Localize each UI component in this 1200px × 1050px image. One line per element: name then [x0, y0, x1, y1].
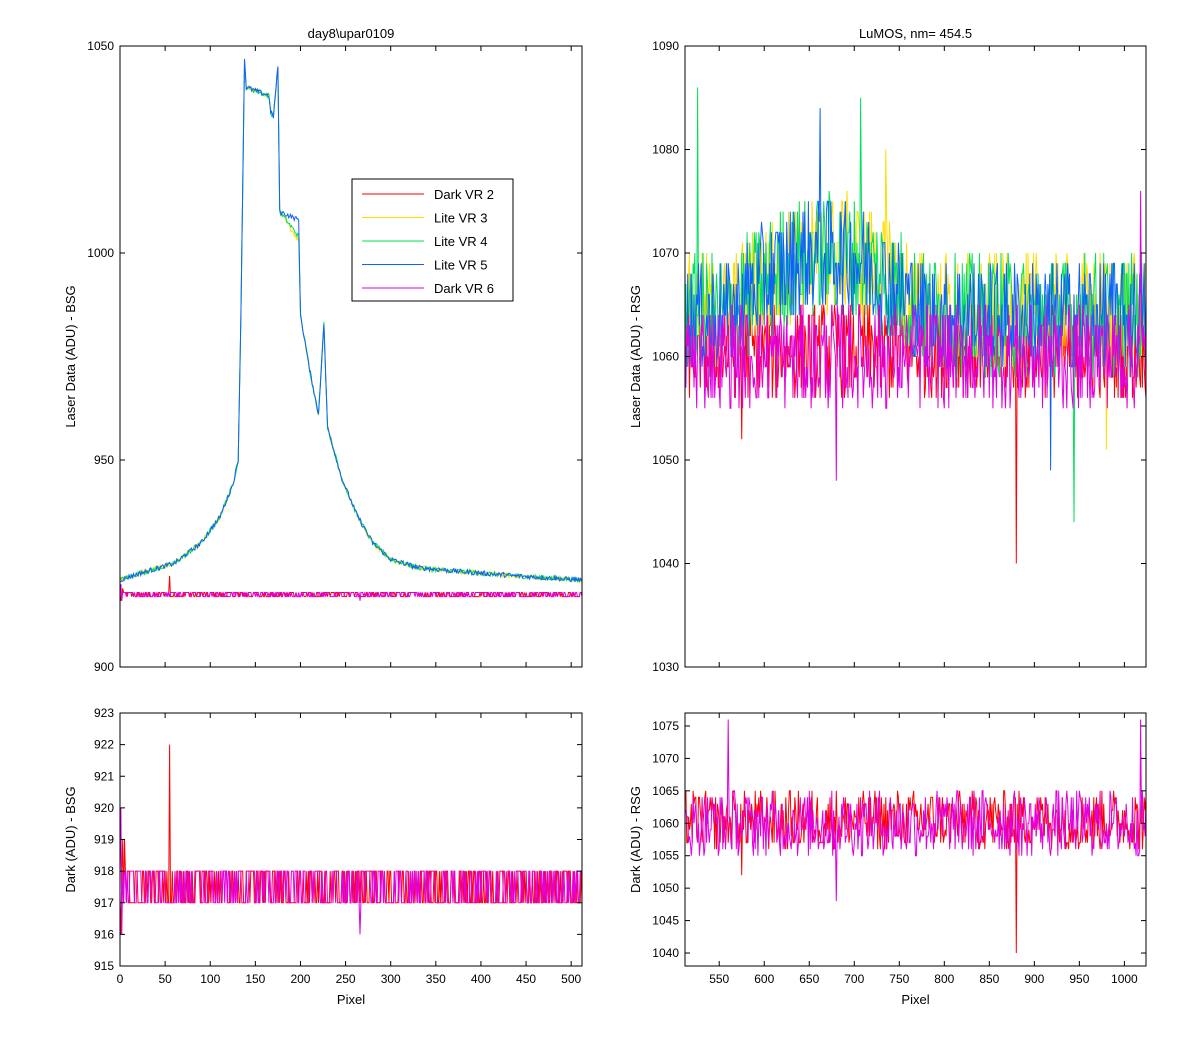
y-tick-label: 919	[94, 833, 114, 847]
y-tick-label: 1090	[652, 39, 679, 53]
x-tick-label: 0	[117, 972, 124, 986]
y-tick-label: 950	[94, 453, 114, 467]
y-tick-label: 1040	[652, 946, 679, 960]
chart-title: LuMOS, nm= 454.5	[859, 26, 972, 41]
y-tick-label: 1050	[652, 453, 679, 467]
y-tick-label: 1030	[652, 660, 679, 674]
y-tick-label: 900	[94, 660, 114, 674]
series-line-lite-vr-5	[685, 108, 1146, 471]
x-tick-label: 600	[754, 972, 774, 986]
y-tick-label: 1060	[652, 350, 679, 364]
y-tick-label: 1080	[652, 143, 679, 157]
x-tick-label: 850	[979, 972, 999, 986]
y-tick-label: 1040	[652, 557, 679, 571]
legend-entry: Dark VR 2	[434, 187, 494, 202]
x-axis-label: Pixel	[337, 992, 365, 1007]
y-tick-label: 1000	[87, 246, 114, 260]
series-line-dark-vr-6	[120, 807, 582, 935]
x-tick-label: 700	[844, 972, 864, 986]
series-line-dark-vr-6	[120, 584, 582, 601]
laser-rsg-panel: 1030 1040 1050 1060 1070 1080 1090 LuMOS, nm= 4…	[628, 26, 1147, 674]
x-tick-label: 900	[1024, 972, 1044, 986]
x-tick-label: 250	[336, 972, 356, 986]
y-axis-label: Laser Data (ADU) - RSG	[628, 285, 643, 428]
x-tick-label: 550	[709, 972, 729, 986]
y-tick-label: 1050	[87, 39, 114, 53]
axes-frame	[119, 45, 583, 668]
axes-frame	[684, 712, 1147, 967]
dark-bsg-panel: 915 916 917 918 919 920 921 922 923 0 50 100 150 200 2…	[63, 706, 583, 1007]
x-tick-label: 750	[889, 972, 909, 986]
series-line-lite-vr-5	[120, 58, 582, 583]
x-tick-label: 1000	[1111, 972, 1138, 986]
dark-rsg-panel: 1040 1045 1050 1055 1060 1065 1070 1075 550 600 65…	[628, 712, 1147, 1007]
y-tick-label: 1060	[652, 816, 679, 830]
series-line-dark-vr-6	[685, 719, 1146, 902]
y-axis-label: Dark (ADU) - BSG	[63, 786, 78, 892]
y-axis-label: Dark (ADU) - RSG	[628, 786, 643, 893]
x-tick-label: 450	[516, 972, 536, 986]
y-tick-label: 916	[94, 927, 114, 941]
y-tick-label: 1075	[652, 719, 679, 733]
legend-entry: Lite VR 5	[434, 258, 487, 273]
x-tick-label: 950	[1069, 972, 1089, 986]
x-tick-label: 100	[200, 972, 220, 986]
y-tick-label: 1050	[652, 881, 679, 895]
y-tick-label: 920	[94, 801, 114, 815]
x-tick-label: 200	[290, 972, 310, 986]
plot-area	[120, 713, 582, 966]
x-tick-label: 400	[471, 972, 491, 986]
y-tick-label: 1055	[652, 849, 679, 863]
x-tick-label: 650	[799, 972, 819, 986]
y-tick-label: 917	[94, 896, 114, 910]
x-tick-label: 350	[426, 972, 446, 986]
chart-title: day8\upar0109	[308, 26, 395, 41]
y-tick-label: 1045	[652, 914, 679, 928]
y-tick-label: 921	[94, 769, 114, 783]
plot-area	[120, 46, 582, 667]
legend-entry: Lite VR 3	[434, 211, 487, 226]
x-tick-label: 300	[381, 972, 401, 986]
y-tick-label: 923	[94, 706, 114, 720]
y-axis-label: Laser Data (ADU) - BSG	[63, 285, 78, 427]
x-tick-label: 500	[561, 972, 581, 986]
x-axis-label: Pixel	[901, 992, 929, 1007]
y-tick-label: 1070	[652, 246, 679, 260]
series-line-dark-vr-6	[685, 190, 1146, 481]
y-tick-label: 918	[94, 864, 114, 878]
x-tick-label: 800	[934, 972, 954, 986]
legend-entry: Dark VR 6	[434, 281, 494, 296]
series-line-dark-vr-2	[685, 790, 1146, 954]
y-tick-label: 1065	[652, 784, 679, 798]
legend-box	[351, 178, 514, 302]
y-tick-label: 915	[94, 959, 114, 973]
x-tick-label: 150	[245, 972, 265, 986]
legend-entry: Lite VR 4	[434, 234, 487, 249]
y-tick-label: 922	[94, 738, 114, 752]
x-tick-label: 50	[158, 972, 172, 986]
legend: Dark VR 2 Lite VR 3 Lite VR 4 Lite VR 5 Dark…	[351, 178, 514, 302]
laser-bsg-panel: 900 950 1000 1050 day8\upar0109 Laser Data (A…	[63, 26, 583, 674]
y-tick-label: 1070	[652, 751, 679, 765]
